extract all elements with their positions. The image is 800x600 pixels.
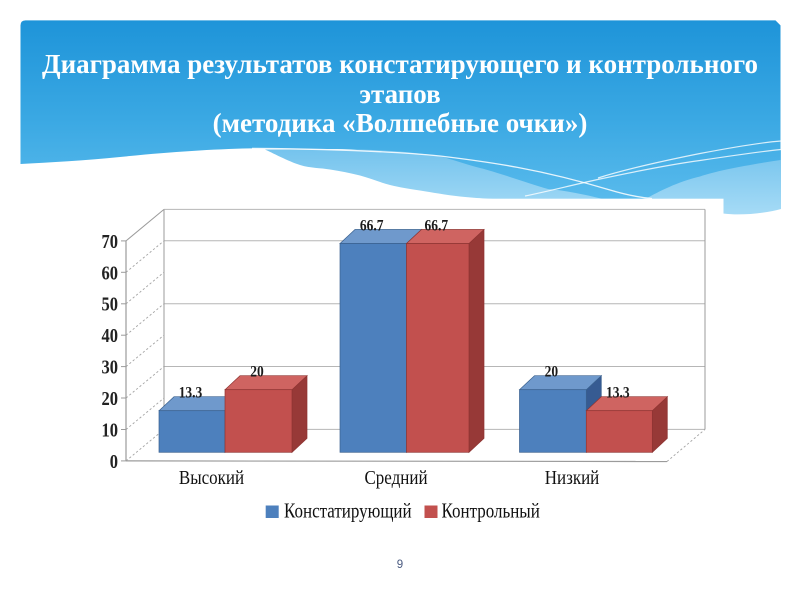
svg-text:Контрольный: Контрольный (442, 500, 540, 523)
svg-text:40: 40 (102, 325, 118, 347)
svg-text:60: 60 (102, 262, 118, 284)
svg-text:50: 50 (102, 293, 118, 315)
svg-text:20: 20 (545, 364, 558, 381)
svg-text:66.7: 66.7 (360, 217, 384, 234)
svg-text:Низкий: Низкий (545, 467, 600, 490)
svg-text:13.3: 13.3 (606, 385, 630, 402)
svg-text:70: 70 (102, 230, 118, 252)
svg-text:Высокий: Высокий (179, 467, 244, 490)
svg-text:Констатирующий: Констатирующий (284, 500, 412, 523)
svg-text:20: 20 (250, 364, 263, 381)
svg-text:13.3: 13.3 (179, 385, 203, 402)
svg-text:Средний: Средний (364, 467, 427, 490)
svg-text:0: 0 (110, 450, 118, 472)
svg-text:30: 30 (102, 356, 118, 378)
svg-text:20: 20 (102, 388, 118, 410)
svg-text:10: 10 (102, 419, 118, 441)
svg-text:66.7: 66.7 (424, 217, 448, 234)
